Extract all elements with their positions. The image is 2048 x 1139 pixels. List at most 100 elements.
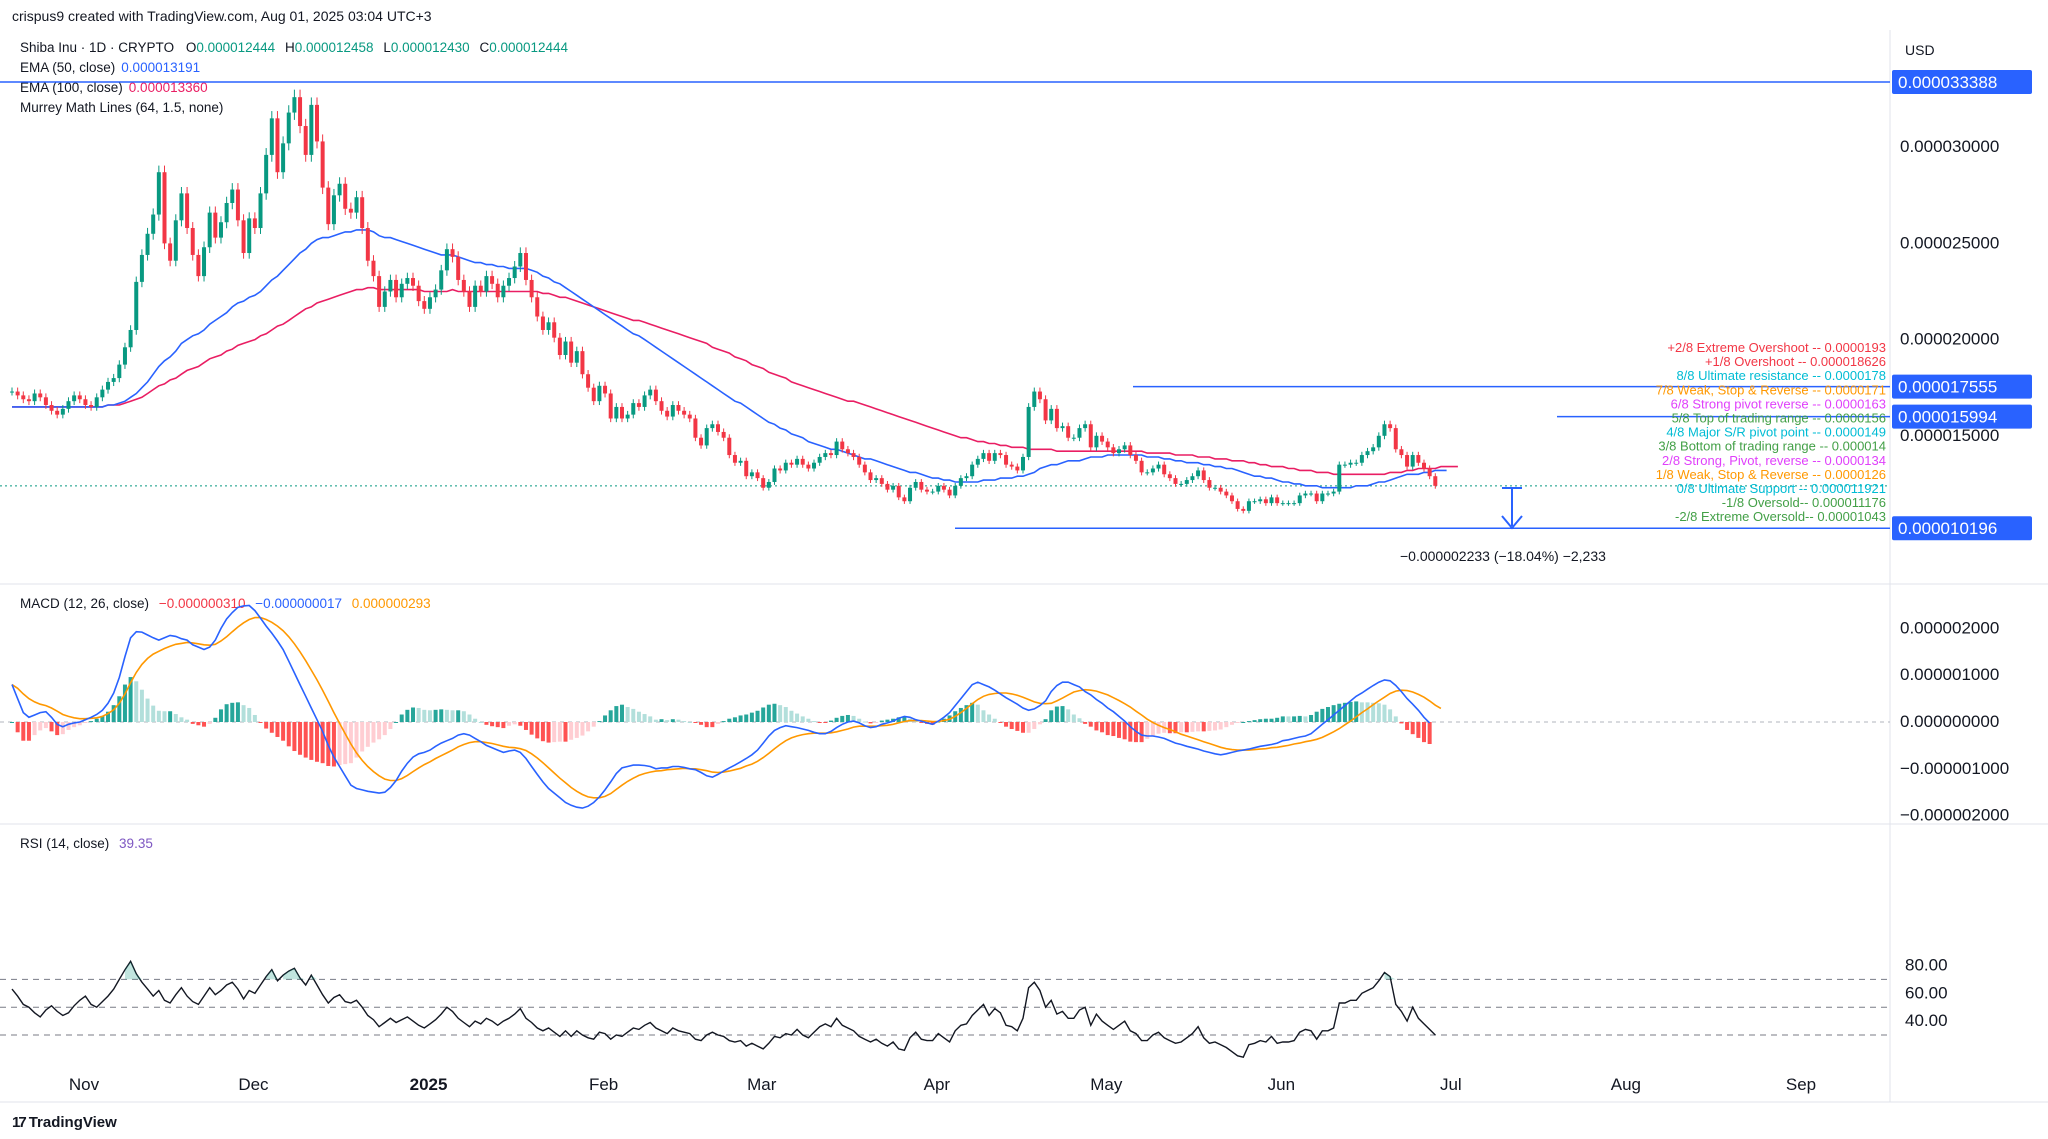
macd-histogram-bar: [467, 714, 472, 722]
macd-histogram-bar: [1201, 722, 1206, 732]
candle-body: [953, 485, 958, 496]
candle-body: [331, 195, 336, 225]
candle-body: [337, 183, 342, 196]
candle-body: [1376, 435, 1381, 448]
macd-histogram-bar: [252, 714, 257, 722]
candle-body: [252, 218, 257, 229]
candle-body: [998, 453, 1003, 456]
candle-body: [1258, 499, 1263, 502]
macd-legend[interactable]: MACD (12, 26, close) −0.000000310 −0.000…: [20, 596, 431, 611]
macd-histogram-bar: [55, 722, 60, 736]
macd-axis-tick: −0.000002000: [1900, 806, 2009, 825]
candle-body: [111, 378, 116, 382]
macd-histogram-bar: [320, 722, 325, 764]
macd-histogram-bar: [490, 722, 495, 727]
time-axis-tick: Aug: [1611, 1075, 1641, 1094]
macd-histogram-bar: [1348, 701, 1353, 722]
macd-histogram-bar: [1382, 704, 1387, 722]
macd-histogram-bar: [1156, 722, 1161, 734]
murrey-legend[interactable]: Murrey Math Lines (64, 1.5, none): [20, 100, 223, 115]
candle-body: [874, 478, 879, 481]
macd-histogram-bar: [1060, 706, 1065, 722]
macd-histogram-bar: [405, 709, 410, 722]
candle-body: [473, 285, 478, 307]
candle-body: [55, 410, 60, 415]
macd-histogram-bar: [1167, 722, 1172, 734]
candle-body: [269, 118, 274, 155]
price-label-box: [1892, 404, 2032, 429]
candle-body: [879, 478, 884, 484]
macd-histogram-bar: [1009, 722, 1014, 730]
candle-body: [1122, 445, 1127, 450]
candle-body: [1032, 391, 1037, 407]
macd-histogram-bar: [26, 722, 31, 741]
candles-group: [10, 89, 1438, 514]
footer-brand-text: TradingView: [28, 1114, 117, 1131]
candle-body: [580, 351, 585, 375]
murrey-line-label: 8/8 Ultimate resistance -- 0.0000178: [1676, 368, 1886, 383]
candle-body: [495, 283, 500, 298]
candle-body: [162, 172, 167, 244]
macd-histogram-bar: [230, 702, 235, 722]
macd-axis-tick: −0.000001000: [1900, 759, 2009, 778]
candle-body: [377, 276, 382, 307]
candle-body: [354, 197, 359, 213]
macd-histogram-bar: [388, 722, 393, 730]
ema50-legend[interactable]: EMA (50, close) 0.000013191: [20, 60, 200, 75]
macd-histogram-bar: [100, 715, 105, 722]
macd-histogram-bar: [1043, 719, 1048, 722]
macd-histogram-bar: [569, 722, 574, 740]
candle-body: [1422, 462, 1426, 469]
murrey-line-label: +2/8 Extreme Overshoot -- 0.0000193: [1667, 340, 1886, 355]
candle-body: [501, 285, 506, 298]
macd-hist-value: −0.000000310: [158, 596, 246, 611]
macd-histogram-bar: [495, 722, 500, 728]
tradingview-logo-icon: 17: [12, 1114, 27, 1131]
candle-body: [1359, 455, 1364, 463]
macd-histogram-bar: [1049, 710, 1054, 722]
candle-body: [1269, 497, 1274, 504]
macd-histogram-bar: [964, 705, 969, 722]
macd-axis-tick: 0.000001000: [1900, 665, 1999, 684]
footer-brand[interactable]: 17 TradingView: [12, 1114, 117, 1131]
macd-histogram-bar: [772, 703, 777, 722]
ema100-legend[interactable]: EMA (100, close) 0.000013360: [20, 80, 208, 95]
macd-histogram-bar: [845, 714, 850, 722]
macd-histogram-bar: [597, 721, 602, 723]
macd-histogram-bar: [461, 711, 466, 722]
candle-body: [1066, 426, 1071, 438]
macd-histogram-bar: [1342, 702, 1347, 722]
candle-body: [1049, 408, 1054, 421]
candle-body: [845, 449, 850, 454]
macd-histogram-bar: [43, 722, 48, 729]
macd-histogram-bar: [721, 721, 726, 723]
macd-histogram-bar: [1020, 722, 1025, 733]
macd-histogram-bar: [523, 722, 528, 730]
macd-histogram-bar: [484, 722, 489, 725]
candle-body: [1054, 408, 1059, 429]
ema100-line: [12, 286, 1458, 476]
candle-body: [213, 212, 218, 238]
candle-body: [704, 428, 709, 446]
candle-body: [145, 233, 150, 255]
macd-histogram-bar: [179, 717, 184, 722]
macd-axis-tick: 0.000002000: [1900, 618, 1999, 637]
candle-body: [885, 483, 890, 490]
candle-body: [755, 472, 760, 479]
macd-histogram-bar: [303, 722, 308, 758]
macd-histogram-bar: [840, 715, 845, 722]
candle-body: [343, 183, 348, 209]
candle-body: [778, 468, 783, 471]
symbol-title[interactable]: Shiba Inu · 1D · CRYPTO: [20, 40, 175, 55]
macd-histogram-bar: [1388, 709, 1393, 722]
credit-text: crispus9 created with TradingView.com, A…: [12, 8, 432, 24]
macd-signal-value: 0.000000293: [351, 596, 431, 611]
macd-histogram-bar: [439, 709, 444, 722]
rsi-axis-tick: 60.00: [1905, 983, 1948, 1002]
macd-histogram-bar: [1422, 722, 1426, 743]
rsi-legend[interactable]: RSI (14, close) 39.35: [20, 836, 153, 851]
macd-histogram-bar: [1094, 722, 1099, 731]
macd-histogram-bar: [185, 719, 190, 722]
macd-line: [11, 604, 1431, 809]
